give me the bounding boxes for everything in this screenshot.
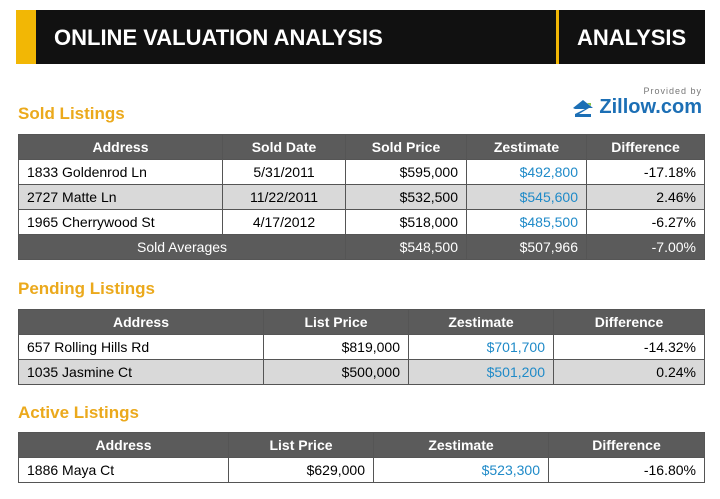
table-cell: 0.24% [553,359,705,385]
table-cell: $492,800 [466,159,587,185]
header-row: Address Sold Date Sold Price Zestimate Diffe… [18,134,705,160]
column-header: Difference [553,309,705,335]
table-cell: 657 Rolling Hills Rd [18,334,264,360]
section-title: Active Listings [18,403,139,422]
table-row: 1035 Jasmine Ct $500,000 $501,200 0.24% [18,359,705,385]
table-cell: $518,000 [345,209,467,235]
table-cell: $545,600 [466,184,587,210]
column-header: Address [18,432,229,458]
column-header: Difference [548,432,705,458]
table-cell: 2727 Matte Ln [18,184,223,210]
table-cell: $485,500 [466,209,587,235]
table-cell: 1965 Cherrywood St [18,209,223,235]
table-cell: 5/31/2011 [222,159,346,185]
table-cell: -16.80% [548,457,705,483]
zillow-icon [573,99,594,117]
column-header: Difference [586,134,705,160]
table-cell: 2.46% [586,184,705,210]
column-header: Zestimate [373,432,549,458]
footer-row: Sold Averages $548,500 $507,966 -7.00% [18,234,705,260]
table-cell: 1886 Maya Ct [18,457,229,483]
table-cell: $701,700 [408,334,554,360]
table-cell: $532,500 [345,184,467,210]
table-cell: $629,000 [228,457,374,483]
column-header: Sold Date [222,134,346,160]
column-header: List Price [228,432,374,458]
column-header: Zestimate [466,134,587,160]
column-header: Address [18,134,223,160]
section-title: Sold Listings [18,104,125,123]
listing-table: Address List Price Zestimate Difference 657 … [18,309,705,385]
table-cell: $595,000 [345,159,467,185]
table-row: 1886 Maya Ct $629,000 $523,300 -16.80% [18,457,705,483]
column-header: List Price [263,309,409,335]
footer-value: $507,966 [466,234,587,260]
provider-name: Zillow.com [599,96,702,118]
table-cell: 4/17/2012 [222,209,346,235]
column-header: Zestimate [408,309,554,335]
header-bar: ONLINE VALUATION ANALYSIS ANALYSIS [16,10,705,64]
provider: Provided by Zillow.com [571,86,702,119]
footer-label: Sold Averages [18,234,346,260]
column-header: Address [18,309,264,335]
table-row: 1965 Cherrywood St 4/17/2012 $518,000 $485,… [18,209,705,235]
table-cell: $500,000 [263,359,409,385]
accent-stripe [16,10,36,64]
table-cell: $819,000 [263,334,409,360]
table-cell: 11/22/2011 [222,184,346,210]
header-title: ONLINE VALUATION ANALYSIS [54,25,383,50]
footer-value: -7.00% [586,234,705,260]
provider-logo: Zillow.com [571,96,702,119]
header-tag: ANALYSIS [577,25,687,50]
table-row: 1833 Goldenrod Ln 5/31/2011 $595,000 $492,8… [18,159,705,185]
table-cell: 1833 Goldenrod Ln [18,159,223,185]
table-cell: $501,200 [408,359,554,385]
listing-table: Address Sold Date Sold Price Zestimate Diffe… [18,134,705,260]
table-cell: -17.18% [586,159,705,185]
table-row: 657 Rolling Hills Rd $819,000 $701,700 -14.… [18,334,705,360]
section-title: Pending Listings [18,279,155,298]
separator [556,10,559,64]
provider-label: Provided by [643,86,702,96]
column-header: Sold Price [345,134,467,160]
header-row: Address List Price Zestimate Difference [18,309,705,335]
table-row: 2727 Matte Ln 11/22/2011 $532,500 $545,600 2… [18,184,705,210]
header-row: Address List Price Zestimate Difference [18,432,705,458]
footer-value: $548,500 [345,234,467,260]
table-cell: 1035 Jasmine Ct [18,359,264,385]
listing-table: Address List Price Zestimate Difference 1886… [18,432,705,483]
table-cell: -6.27% [586,209,705,235]
table-cell: $523,300 [373,457,549,483]
table-cell: -14.32% [553,334,705,360]
